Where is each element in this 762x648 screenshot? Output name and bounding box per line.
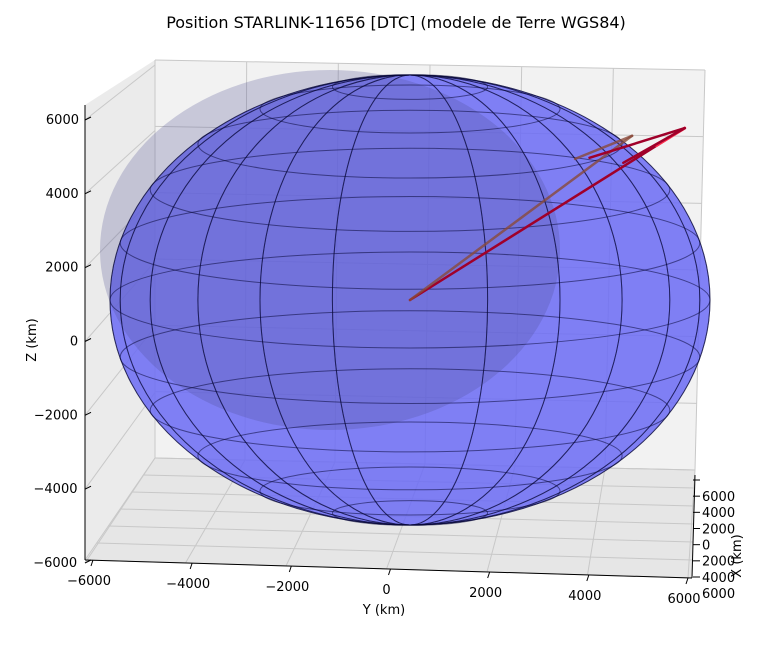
y-tick-mark <box>487 571 491 579</box>
parallel-line <box>197 421 623 491</box>
grid-line <box>687 469 696 579</box>
y-tick-mark <box>189 562 193 570</box>
y-tick-mark <box>685 577 689 585</box>
x-tick-label: 0 <box>702 539 710 554</box>
x-tick-label: 6000 <box>702 587 735 602</box>
z-tick-mark <box>84 411 92 416</box>
grid-line <box>96 542 693 561</box>
z-tick-mark <box>84 485 92 490</box>
y-axis-line <box>84 559 693 579</box>
y-tick-label: 2000 <box>469 586 502 601</box>
position-vector <box>408 135 672 302</box>
z-tick-mark <box>84 116 92 121</box>
z-tick-label: 2000 <box>45 261 78 276</box>
x-tick-label: 2000 <box>702 522 735 537</box>
position-vector <box>573 134 634 161</box>
position-vector <box>622 126 686 165</box>
z-axis-ticks: 6000 4000 2000 0 −2000 −4000 −6000 <box>33 113 92 571</box>
z-tick-mark <box>84 338 92 342</box>
z-tick-label: −6000 <box>33 556 77 571</box>
x-tick-label: 4000 <box>702 506 735 521</box>
axis-lines <box>84 105 696 579</box>
position-vectors <box>408 126 687 302</box>
y-tick-mark <box>388 568 391 576</box>
parallel-line <box>259 84 561 134</box>
grid-line <box>84 392 156 490</box>
z-tick-label: −2000 <box>34 408 78 423</box>
z-tick-mark <box>84 190 92 195</box>
y-axis-ticks: −6000 −4000 −2000 0 2000 4000 6000 <box>67 559 701 607</box>
parallel-line <box>149 368 671 453</box>
z-tick-label: 6000 <box>46 113 79 128</box>
y-tick-mark <box>90 559 94 567</box>
x-tick-label: 4000 <box>702 571 735 586</box>
x-axis-label: X (km) <box>730 534 745 577</box>
position-vector <box>588 126 686 160</box>
y-tick-label: −4000 <box>166 577 210 592</box>
x-tick-label: 2000 <box>702 555 735 570</box>
y-tick-mark <box>586 574 590 582</box>
grid-line <box>84 64 156 121</box>
z-tick-label: 4000 <box>46 187 79 202</box>
z-tick-mark <box>84 264 92 269</box>
z-tick-label: 0 <box>70 335 78 350</box>
y-tick-label: −2000 <box>265 580 309 595</box>
ellipsoid-shade <box>100 70 560 430</box>
grid-line <box>84 457 156 564</box>
y-tick-label: 6000 <box>667 592 700 607</box>
grid-line <box>84 130 156 195</box>
chart-title: Position STARLINK-11656 [DTC] (modele de… <box>166 13 626 32</box>
y-tick-label: −6000 <box>67 574 111 589</box>
grid-line <box>108 525 694 543</box>
parallel-line <box>149 147 671 232</box>
y-axis-label: Y (km) <box>362 603 405 618</box>
x-tick-label: 6000 <box>702 490 735 505</box>
z-tick-mark <box>84 559 92 564</box>
z-axis-label: Z (km) <box>25 318 40 361</box>
y-tick-label: 4000 <box>568 589 601 604</box>
y-tick-label: 0 <box>382 583 390 598</box>
z-tick-label: −4000 <box>34 482 78 497</box>
x-axis-line <box>691 474 696 579</box>
ellipsoid-outline <box>109 74 711 526</box>
position-vector <box>408 134 634 302</box>
parallel-line <box>259 466 561 516</box>
y-tick-mark <box>288 565 292 573</box>
